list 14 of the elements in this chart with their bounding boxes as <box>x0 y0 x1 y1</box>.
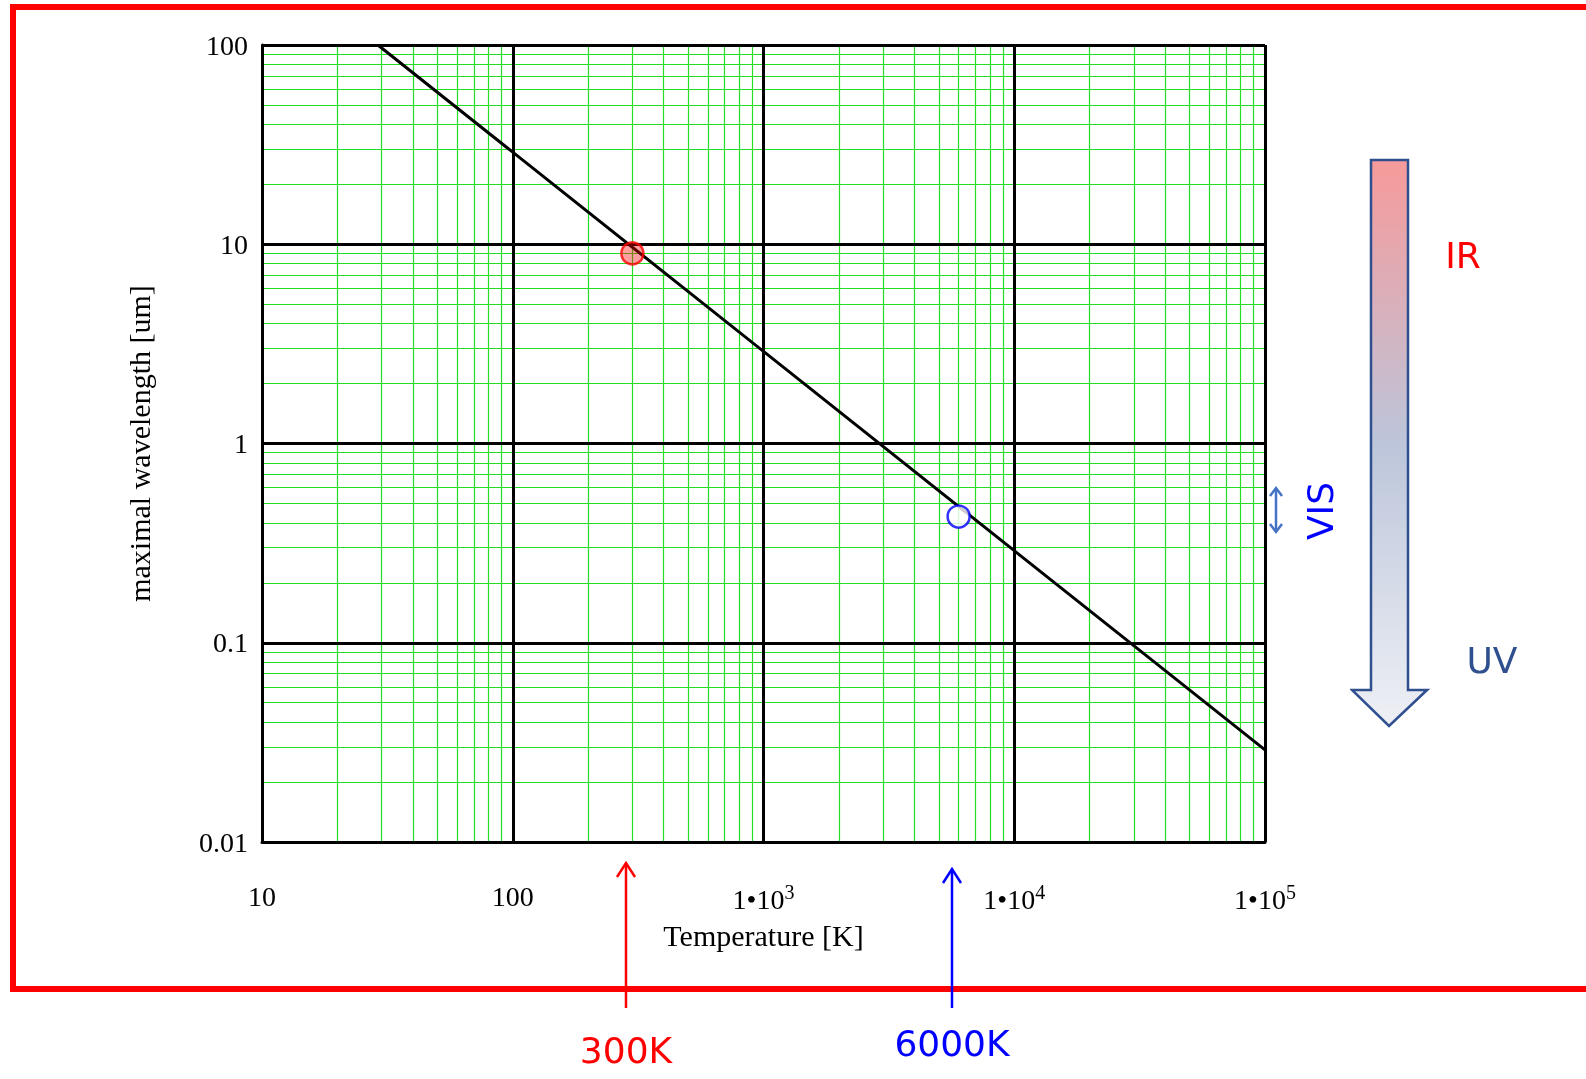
y-axis-title: maximal wavelength [um] <box>122 285 156 602</box>
x-tick-label: 100 <box>491 880 534 912</box>
y-tick-label: 0.01 <box>199 826 248 858</box>
text: 300K <box>579 1029 673 1071</box>
x-tick-label: 10 <box>248 880 276 912</box>
y-tick-label: 10 <box>220 228 248 260</box>
x-axis-title: Temperature [K] <box>663 918 864 952</box>
y-tick-label: 0.1 <box>213 627 248 659</box>
text: IR <box>1445 234 1481 276</box>
text: 6000K <box>894 1022 1010 1064</box>
y-tick-label: 100 <box>206 29 248 61</box>
y-tick-label: 1 <box>234 428 248 459</box>
text: VIS <box>1299 481 1341 541</box>
text: UV <box>1466 639 1518 681</box>
